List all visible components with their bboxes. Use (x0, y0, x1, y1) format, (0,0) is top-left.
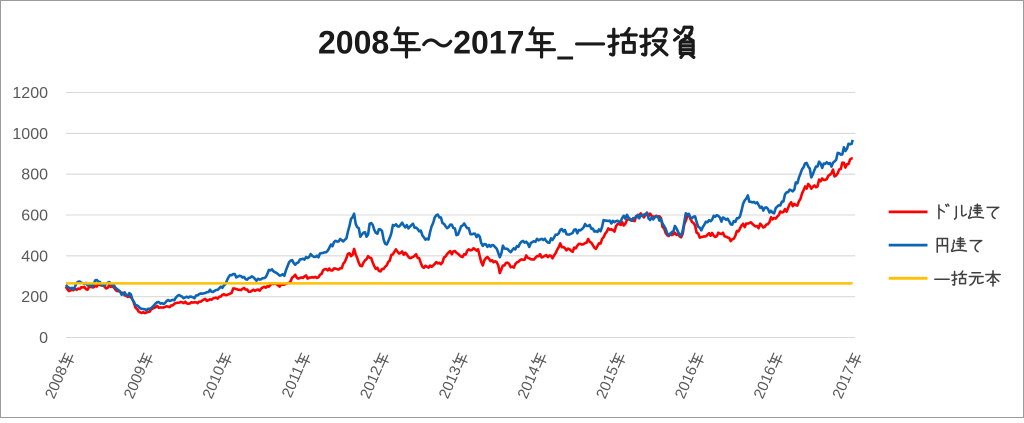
svg-text:800: 800 (21, 167, 48, 184)
svg-text:2017: 2017 (453, 25, 524, 61)
svg-text:600: 600 (21, 208, 48, 225)
svg-text:1000: 1000 (12, 126, 48, 143)
svg-text:2008: 2008 (318, 25, 389, 61)
svg-text:400: 400 (21, 248, 48, 265)
svg-text:200: 200 (21, 289, 48, 306)
svg-text:0: 0 (39, 330, 48, 347)
svg-text:1200: 1200 (12, 85, 48, 102)
